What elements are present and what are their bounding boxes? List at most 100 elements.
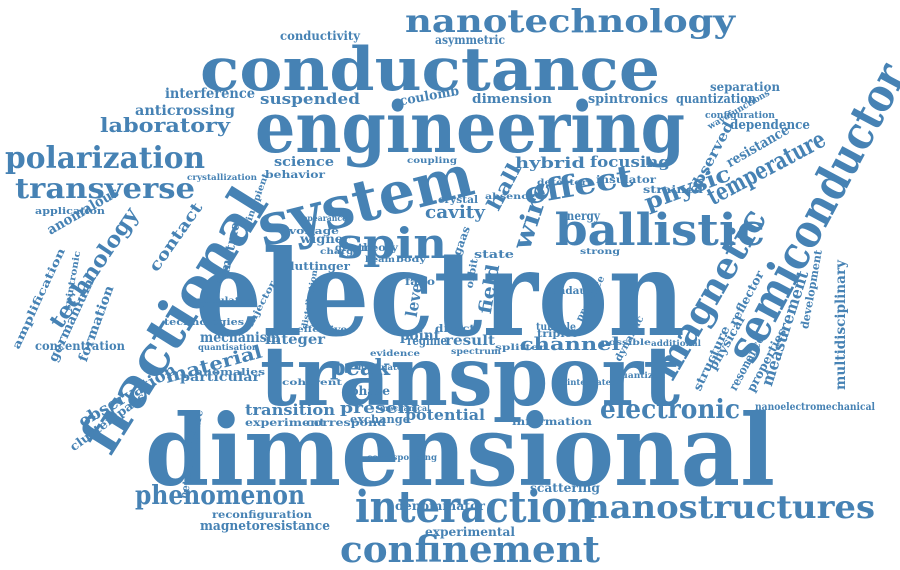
word-appearance: appearance [297, 213, 347, 223]
word-channel: channel [520, 334, 620, 355]
word-crystal: crystal [438, 195, 478, 206]
word-phenomenon: phenomenon [135, 481, 305, 511]
word-interaction: interaction [355, 482, 595, 533]
word-magnetoresistance: magnetoresistance [200, 519, 330, 534]
word-absence: absence [485, 191, 535, 201]
word-polarization: polarization [5, 141, 205, 176]
word-multidisciplinary: multidisciplinary [833, 259, 849, 390]
word-state: state [474, 248, 514, 261]
word-configuration: configuration [705, 111, 775, 121]
word-experiment: experiment [245, 418, 325, 429]
word-science: science [274, 155, 334, 170]
word-potential: potential [405, 406, 485, 424]
word-coupling: coupling [407, 155, 458, 165]
word-spintronics: spintronics [588, 92, 668, 107]
word-splitter: splitter [495, 342, 546, 352]
word-quantized: quantized [615, 370, 665, 380]
word-reconfiguration: reconfiguration [212, 510, 313, 521]
word-result: result [445, 333, 496, 349]
word-triplet: triplet [537, 329, 577, 340]
word-effective: effective [297, 324, 347, 334]
word-ground: ground [335, 243, 375, 254]
word-luttinger: luttinger [290, 260, 350, 273]
word-point: point [400, 328, 441, 344]
word-transition: transition [245, 401, 335, 419]
word-transport: transport [260, 329, 680, 425]
word-conductance: conductance [200, 35, 660, 105]
word-application: application [35, 207, 106, 217]
word-landau: landau [547, 286, 587, 297]
word-coherent: coherent [282, 377, 342, 387]
word-orbit: orbit [465, 257, 481, 289]
word-concentration: concentration [35, 339, 125, 353]
word-conductivity: conductivity [280, 29, 361, 43]
word-dimensional: dimensional [145, 394, 775, 509]
word-detector: detector [537, 177, 588, 187]
word-focusing: focusing [590, 153, 671, 171]
word-phase: phase [350, 384, 390, 398]
word-electronic: electronic [600, 395, 740, 425]
word-nanotechnology: nanotechnology [405, 2, 737, 40]
word-body: body [396, 254, 426, 264]
word-technologies: technologies [164, 318, 244, 328]
word-scattering: scattering [530, 481, 601, 495]
word-direct: direct [435, 324, 475, 335]
word-mechanism: mechanism [200, 330, 280, 346]
word-confinement: confinement [340, 529, 600, 570]
word-spectrum: spectrum [451, 346, 502, 356]
word-wigner: wigner [299, 232, 351, 246]
word-strong: strong [580, 246, 621, 256]
word-hybrid: hybrid [515, 154, 586, 172]
word-energy: energy [560, 209, 601, 223]
word-asymmetric: asymmetric [435, 33, 505, 47]
word-experimental: experimental [425, 525, 515, 539]
word-beam: beam [365, 254, 396, 264]
word-behavior: behavior [265, 170, 326, 181]
word-anomalies: anomalies [195, 368, 265, 378]
word-evidence: evidence [370, 348, 420, 358]
word-denominator: denominator [395, 499, 486, 513]
word-electron: electron [195, 224, 685, 363]
word-quantisation: quantisation [198, 342, 258, 352]
word-correspond: correspond [306, 418, 386, 429]
word-regime: regime [407, 334, 447, 349]
word-theory: theory [358, 243, 399, 254]
word-tunable: tunable [536, 322, 576, 333]
word-present: present [340, 399, 420, 417]
word-spin: spin [337, 219, 447, 268]
word-fano: fano [405, 277, 435, 288]
word-mechanical: mechanical [380, 403, 430, 413]
word-laboratory: laboratory [100, 113, 232, 137]
word-particular: particular [180, 370, 261, 384]
word-possible: possible [601, 337, 651, 347]
word-population: population [197, 295, 257, 305]
word-nanostructures: nanostructures [585, 488, 875, 526]
word-separation: separation [710, 80, 780, 94]
word-dependence: dependence [730, 118, 810, 133]
word-information: information [512, 417, 593, 428]
word-nanoelectromechanical: nanoelectromechanical [755, 402, 875, 413]
word-additional: additional [651, 338, 701, 348]
word-modulated: modulated [358, 362, 408, 372]
word-cavity: cavity [425, 202, 486, 223]
word-ballistic: ballistic [555, 205, 765, 256]
word-corresponding: corresponding [367, 452, 437, 462]
word-charge: charge [320, 246, 360, 256]
word-interference: interference [165, 86, 255, 102]
word-insulator: insulator [596, 175, 657, 186]
word-strained: strained [643, 185, 703, 196]
word-voltage: voltage [288, 227, 340, 237]
word-suspended: suspended [260, 90, 361, 108]
word-engineering: engineering [255, 86, 685, 169]
word-crystallization: crystallization [187, 172, 257, 182]
word-transverse: transverse [15, 172, 195, 205]
word-anticrossing: anticrossing [135, 103, 235, 119]
word-exchange: exchange [350, 413, 410, 426]
word-peak: peak [330, 355, 391, 381]
word-quantization: quantization [676, 92, 756, 107]
word-integer: integer [265, 332, 326, 348]
word-dimension: dimension [472, 92, 553, 107]
word-integrated: integrated [567, 377, 617, 387]
